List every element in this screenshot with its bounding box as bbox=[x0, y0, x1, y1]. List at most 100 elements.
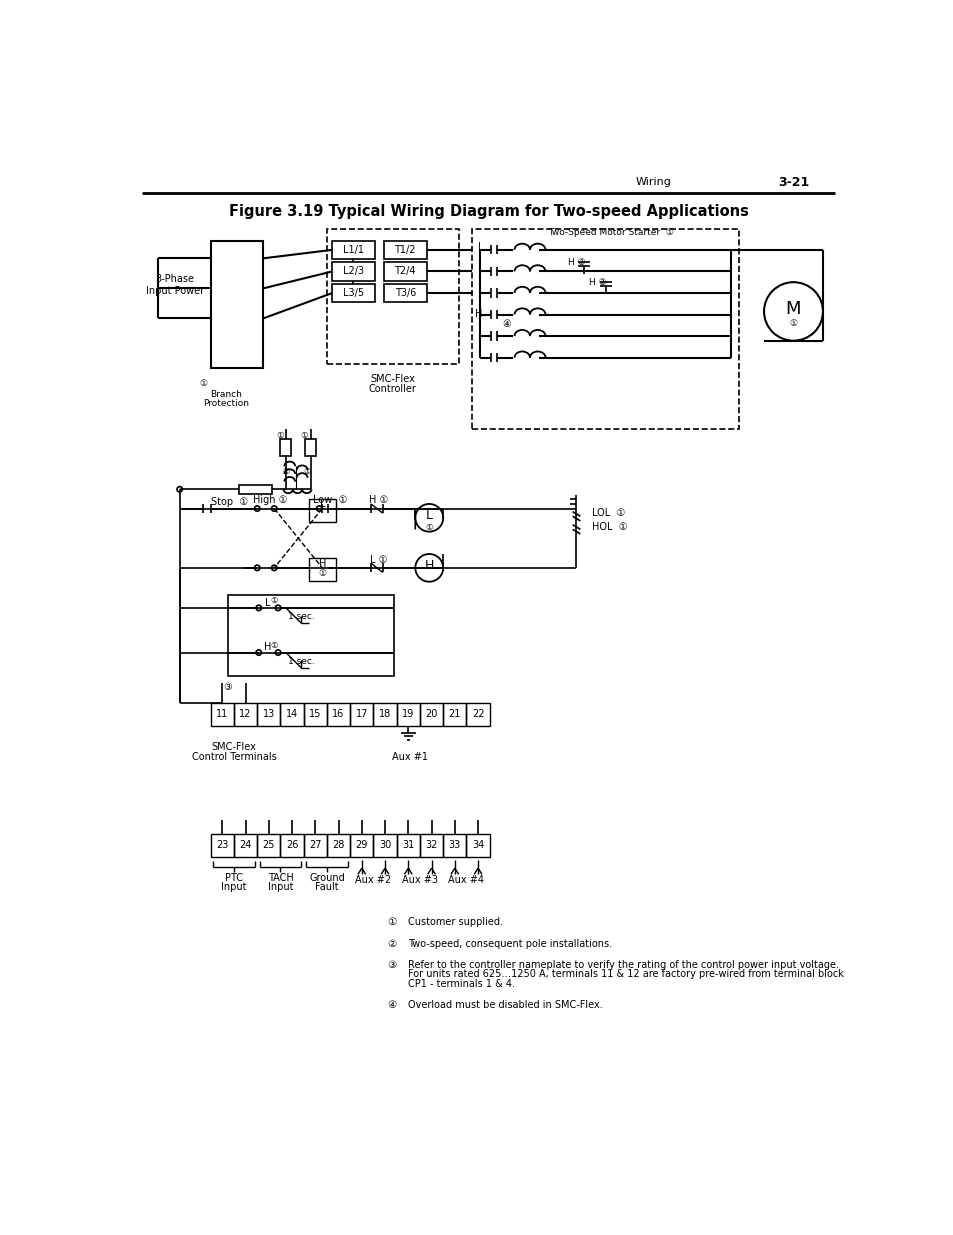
Circle shape bbox=[272, 566, 276, 571]
Text: 34: 34 bbox=[472, 840, 484, 850]
Text: H ①: H ① bbox=[369, 495, 388, 505]
Text: ②: ② bbox=[387, 939, 396, 948]
Circle shape bbox=[255, 605, 261, 610]
Text: Control Terminals: Control Terminals bbox=[192, 752, 276, 762]
Bar bbox=[419, 834, 443, 857]
Text: Figure 3.19 Typical Wiring Diagram for Two-speed Applications: Figure 3.19 Typical Wiring Diagram for T… bbox=[229, 204, 748, 219]
Text: HOL  ①: HOL ① bbox=[592, 522, 627, 532]
Circle shape bbox=[177, 487, 182, 492]
Text: L: L bbox=[477, 242, 483, 252]
Bar bbox=[396, 703, 419, 726]
Text: Refer to the controller nameplate to verify the rating of the control power inpu: Refer to the controller nameplate to ver… bbox=[407, 960, 838, 971]
Text: 13: 13 bbox=[262, 709, 274, 719]
Bar bbox=[466, 703, 489, 726]
Text: 3-Phase: 3-Phase bbox=[155, 274, 194, 284]
Bar bbox=[327, 834, 350, 857]
Bar bbox=[332, 284, 375, 303]
Bar bbox=[211, 703, 233, 726]
Text: Overload must be disabled in SMC-Flex.: Overload must be disabled in SMC-Flex. bbox=[407, 1000, 601, 1010]
Text: ③: ③ bbox=[223, 682, 232, 692]
Text: L1/1: L1/1 bbox=[342, 245, 363, 254]
Text: Stop  ①: Stop ① bbox=[211, 498, 248, 508]
Text: H: H bbox=[318, 559, 326, 569]
Circle shape bbox=[275, 650, 280, 656]
Text: Protection: Protection bbox=[203, 399, 249, 409]
Circle shape bbox=[316, 506, 321, 511]
Bar bbox=[305, 440, 315, 456]
Text: 1 sec.: 1 sec. bbox=[288, 611, 314, 621]
Text: 19: 19 bbox=[402, 709, 414, 719]
Circle shape bbox=[275, 605, 280, 610]
Circle shape bbox=[272, 506, 276, 511]
Bar bbox=[309, 499, 335, 521]
Text: ①: ① bbox=[300, 431, 308, 440]
Text: 28: 28 bbox=[332, 840, 344, 850]
Bar bbox=[239, 484, 272, 494]
Text: Fault: Fault bbox=[314, 882, 338, 893]
Bar bbox=[228, 595, 394, 676]
Text: 31: 31 bbox=[402, 840, 414, 850]
Text: Controller: Controller bbox=[369, 384, 416, 394]
Text: 29: 29 bbox=[355, 840, 368, 850]
Text: 3-21: 3-21 bbox=[777, 175, 808, 189]
Text: 21: 21 bbox=[448, 709, 460, 719]
Text: For units rated 625…1250 A, terminals 11 & 12 are factory pre-wired from termina: For units rated 625…1250 A, terminals 11… bbox=[407, 969, 842, 979]
Text: Aux #1: Aux #1 bbox=[392, 752, 428, 762]
Bar bbox=[472, 228, 739, 430]
Text: ④: ④ bbox=[387, 1000, 396, 1010]
Text: PTC: PTC bbox=[225, 873, 243, 883]
Text: ①: ① bbox=[271, 597, 277, 605]
Bar bbox=[280, 703, 303, 726]
Text: 32: 32 bbox=[425, 840, 437, 850]
Text: Aux #2: Aux #2 bbox=[355, 876, 391, 885]
Bar bbox=[350, 703, 373, 726]
Text: 17: 17 bbox=[355, 709, 368, 719]
Text: H: H bbox=[424, 559, 434, 572]
Circle shape bbox=[254, 566, 259, 571]
Bar bbox=[419, 703, 443, 726]
Text: T1/2: T1/2 bbox=[394, 245, 416, 254]
Text: H: H bbox=[474, 309, 481, 319]
Text: Two-speed, consequent pole installations.: Two-speed, consequent pole installations… bbox=[407, 939, 611, 948]
Bar bbox=[350, 834, 373, 857]
Text: Ground: Ground bbox=[309, 873, 344, 883]
Text: L: L bbox=[265, 598, 271, 608]
Bar bbox=[443, 703, 466, 726]
Text: ①: ① bbox=[318, 569, 326, 578]
Text: M: M bbox=[785, 300, 801, 319]
Text: TACH: TACH bbox=[267, 873, 293, 883]
Text: ③: ③ bbox=[387, 960, 396, 971]
Text: H ②: H ② bbox=[589, 278, 606, 287]
Bar bbox=[327, 228, 458, 364]
Text: L ①: L ① bbox=[370, 556, 387, 566]
Text: L: L bbox=[319, 499, 325, 509]
Text: CP1 - terminals 1 & 4.: CP1 - terminals 1 & 4. bbox=[407, 978, 514, 989]
Text: ①: ① bbox=[275, 431, 283, 440]
Text: 1 sec.: 1 sec. bbox=[288, 657, 314, 666]
Text: SMC-Flex: SMC-Flex bbox=[370, 374, 415, 384]
Text: L2/3: L2/3 bbox=[342, 267, 363, 277]
Text: 14: 14 bbox=[286, 709, 298, 719]
Text: 27: 27 bbox=[309, 840, 321, 850]
Text: 26: 26 bbox=[286, 840, 298, 850]
Text: 23: 23 bbox=[216, 840, 229, 850]
Text: Input Power: Input Power bbox=[146, 285, 204, 295]
Text: Aux #4: Aux #4 bbox=[448, 876, 484, 885]
Text: L: L bbox=[425, 509, 433, 522]
Bar bbox=[257, 703, 280, 726]
Text: 18: 18 bbox=[378, 709, 391, 719]
Bar bbox=[280, 440, 291, 456]
Bar bbox=[332, 241, 375, 259]
Text: 16: 16 bbox=[332, 709, 344, 719]
Bar bbox=[303, 703, 327, 726]
Bar bbox=[373, 703, 396, 726]
Text: Input: Input bbox=[221, 882, 247, 893]
Text: SMC-Flex: SMC-Flex bbox=[212, 742, 256, 752]
Text: 22: 22 bbox=[472, 709, 484, 719]
Bar bbox=[303, 834, 327, 857]
Bar bbox=[332, 262, 375, 280]
Text: 15: 15 bbox=[309, 709, 321, 719]
Bar bbox=[211, 241, 263, 368]
Circle shape bbox=[254, 506, 259, 511]
Bar bbox=[384, 262, 427, 280]
